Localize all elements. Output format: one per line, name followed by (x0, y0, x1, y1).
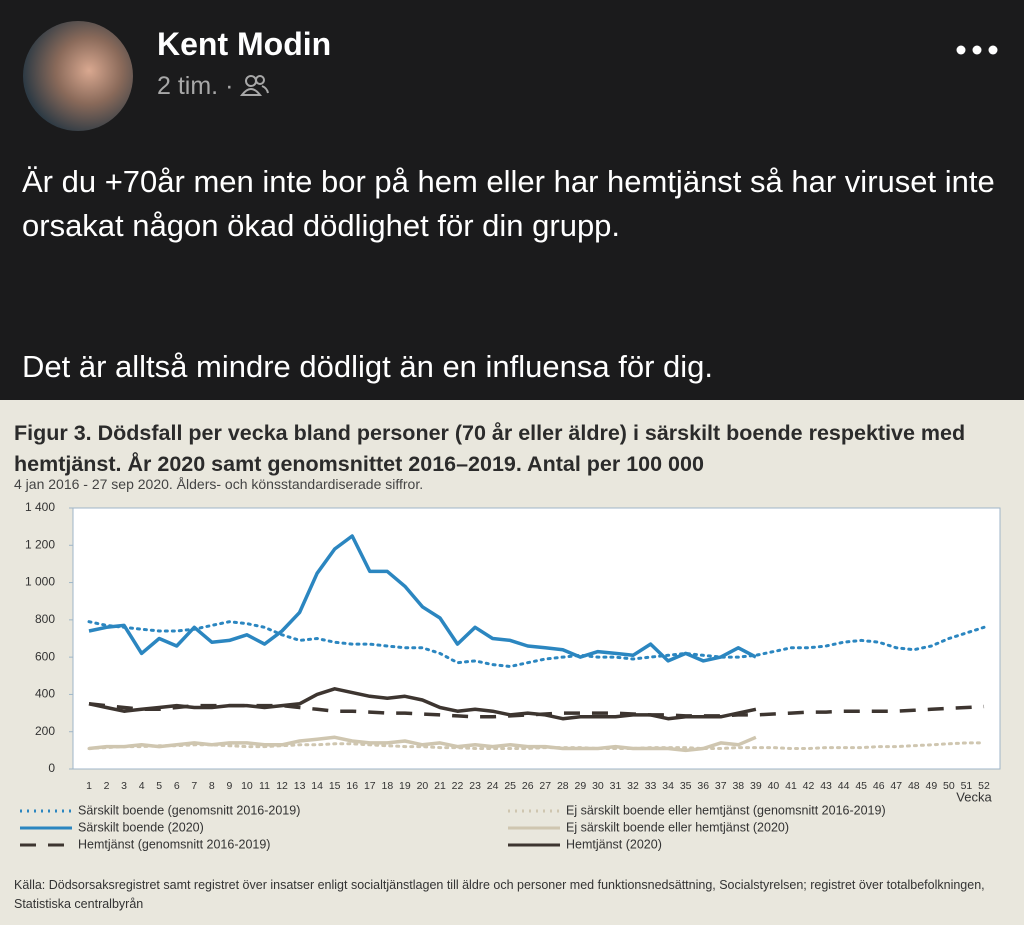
x-tick-label: 13 (294, 780, 306, 792)
series-line (88, 687, 757, 721)
chart-image[interactable]: Figur 3. Dödsfall per vecka bland person… (0, 400, 1024, 925)
more-button[interactable] (952, 40, 1002, 60)
x-tick-label: 1 (86, 780, 92, 792)
x-tick-label: 46 (873, 780, 885, 792)
y-tick-label: 1 000 (25, 575, 55, 589)
x-tick-label: 23 (469, 780, 481, 792)
series-line (88, 735, 757, 753)
x-tick-label: 43 (820, 780, 832, 792)
x-tick-label: 24 (487, 780, 499, 792)
separator: · (225, 72, 234, 100)
x-tick-label: 39 (750, 780, 762, 792)
series-line (88, 534, 757, 663)
x-tick-label: 52 (978, 780, 990, 792)
x-tick-label: 51 (961, 780, 973, 792)
x-tick-label: 8 (209, 780, 215, 792)
x-tick-label: 36 (697, 780, 709, 792)
y-tick-label: 200 (35, 724, 55, 738)
x-tick-label: 14 (311, 780, 323, 792)
post-time[interactable]: 2 tim. (157, 72, 219, 100)
chart-title: Figur 3. Dödsfall per vecka bland person… (14, 421, 966, 476)
post-text: Det är alltså mindre dödligt än en influ… (22, 349, 714, 384)
chart-source: Källa: Dödsorsaksregistret samt registre… (14, 878, 985, 911)
x-tick-label: 32 (627, 780, 639, 792)
x-tick-label: 50 (943, 780, 955, 792)
x-tick-label: 19 (399, 780, 411, 792)
x-tick-label: 2 (104, 780, 110, 792)
x-tick-label: 11 (259, 780, 270, 792)
chart-subtitle: 4 jan 2016 - 27 sep 2020. Ålders- och kö… (14, 476, 424, 492)
y-tick-label: 800 (35, 612, 55, 626)
avatar[interactable] (22, 20, 134, 132)
x-tick-label: 48 (908, 780, 920, 792)
y-tick-label: 600 (35, 649, 55, 663)
y-tick-label: 1 400 (25, 500, 55, 514)
post-meta: 2 tim. · (157, 72, 270, 101)
x-tick-label: 47 (890, 780, 902, 792)
y-tick-label: 400 (35, 687, 55, 701)
x-tick-label: 44 (838, 780, 850, 792)
audience-icon[interactable] (240, 73, 270, 97)
x-tick-label: 17 (364, 780, 376, 792)
legend-label: Hemtjänst (2020) (566, 837, 662, 851)
legend-label: Särskilt boende (2020) (78, 820, 204, 834)
x-tick-label: 25 (504, 780, 516, 792)
x-tick-label: 12 (276, 780, 288, 792)
x-tick-label: 45 (855, 780, 867, 792)
x-tick-label: 30 (592, 780, 604, 792)
x-tick-label: 35 (680, 780, 692, 792)
x-tick-label: 26 (522, 780, 534, 792)
x-tick-label: 5 (156, 780, 162, 792)
x-tick-label: 49 (926, 780, 938, 792)
legend-label: Ej särskilt boende eller hemtjänst (2020… (566, 820, 789, 834)
y-tick-label: 0 (48, 761, 55, 775)
x-tick-label: 38 (732, 780, 744, 792)
x-tick-label: 41 (785, 780, 797, 792)
x-tick-label: 3 (121, 780, 127, 792)
x-tick-label: 34 (662, 780, 674, 792)
x-tick-label: 33 (645, 780, 657, 792)
x-tick-label: 31 (610, 780, 622, 792)
x-tick-label: 28 (557, 780, 569, 792)
author-name[interactable]: Kent Modin (157, 26, 332, 62)
x-tick-label: 20 (417, 780, 429, 792)
series-line (87, 620, 986, 668)
x-tick-label: 29 (575, 780, 587, 792)
x-tick-label: 22 (452, 780, 464, 792)
legend-label: Hemtjänst (genomsnitt 2016-2019) (78, 837, 270, 851)
x-tick-label: 27 (539, 780, 551, 792)
x-tick-label: 21 (434, 780, 446, 792)
x-tick-label: 6 (174, 780, 180, 792)
x-axis-label: Vecka (956, 789, 992, 804)
x-tick-label: 7 (191, 780, 197, 792)
legend-label: Ej särskilt boende eller hemtjänst (geno… (566, 803, 886, 817)
x-tick-label: 18 (381, 780, 393, 792)
y-tick-label: 1 200 (25, 537, 55, 551)
x-tick-label: 40 (768, 780, 780, 792)
x-tick-label: 9 (226, 780, 232, 792)
x-tick-label: 16 (346, 780, 358, 792)
legend-label: Särskilt boende (genomsnitt 2016-2019) (78, 803, 300, 817)
x-tick-label: 42 (803, 780, 815, 792)
x-tick-label: 10 (241, 780, 253, 792)
x-tick-label: 4 (139, 780, 145, 792)
x-tick-label: 37 (715, 780, 727, 792)
x-tick-label: 15 (329, 780, 341, 792)
plot-area (72, 507, 1001, 770)
post-text: Är du +70år men inte bor på hem eller ha… (22, 164, 995, 243)
